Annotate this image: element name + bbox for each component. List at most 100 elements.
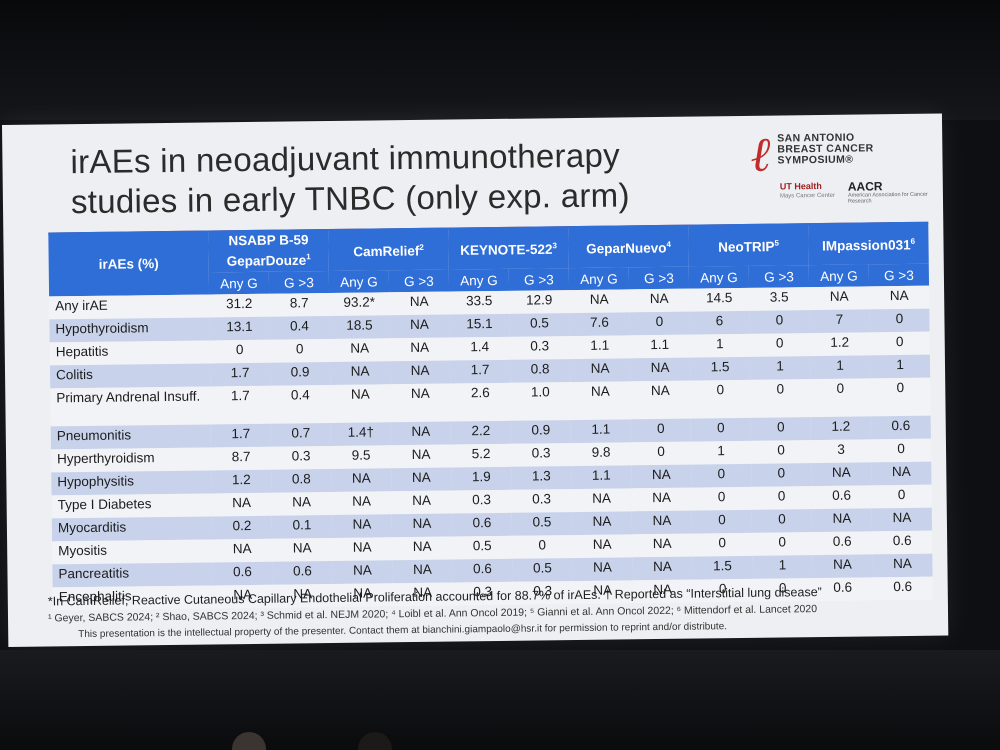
table-cell: NA xyxy=(391,490,452,515)
table-cell: 0.3 xyxy=(511,489,572,513)
table-cell: NA xyxy=(630,380,691,420)
table-cell: 0 xyxy=(749,333,810,357)
any-grade-header: Any G xyxy=(328,270,390,294)
table-cell: 2.2 xyxy=(450,420,511,445)
table-cell: NA xyxy=(571,511,633,536)
table-cell: NA xyxy=(332,560,393,584)
table-cell: 9.8 xyxy=(570,442,632,467)
table-cell: 0.8 xyxy=(271,469,332,493)
table-cell: 0.2 xyxy=(211,515,273,540)
table-cell: 1.1 xyxy=(570,419,631,444)
table-cell: 0 xyxy=(869,331,930,356)
auditorium-floor xyxy=(0,650,1000,750)
event-label: Any irAE xyxy=(49,294,210,320)
table-cell: 1.4† xyxy=(330,422,391,447)
table-cell: 0.6 xyxy=(452,558,513,583)
table-cell: 1 xyxy=(689,333,750,358)
table-cell: NA xyxy=(391,513,453,538)
table-cell: 0 xyxy=(630,441,692,466)
table-cell: 0.3 xyxy=(451,489,512,514)
table-cell: 1.7 xyxy=(210,385,271,425)
audience-head xyxy=(232,732,266,750)
table-cell: 0 xyxy=(690,417,751,442)
table-cell: NA xyxy=(332,537,393,561)
study-header: CamRelief2 xyxy=(328,227,449,272)
table-cell: 0.5 xyxy=(512,558,573,582)
table-cell: 0.5 xyxy=(452,535,513,560)
table-cell: NA xyxy=(271,492,332,516)
table-cell: NA xyxy=(631,464,692,489)
table-cell: 1.1 xyxy=(629,334,690,359)
table-cell: 0 xyxy=(691,486,752,511)
table-cell: NA xyxy=(329,338,390,363)
any-grade-header: Any G xyxy=(808,264,870,288)
irae-table: irAEs (%) NSABP B-59 GeparDouze1 CamRelie… xyxy=(48,221,933,611)
table-cell: 9.5 xyxy=(330,445,392,470)
table-cell: 0 xyxy=(870,377,931,417)
table-cell: 2.6 xyxy=(450,382,511,422)
table-cell: 7 xyxy=(809,309,870,334)
study-header: NSABP B-59 GeparDouze1 xyxy=(208,229,329,273)
table-cell: 0 xyxy=(750,417,811,441)
table-cell: NA xyxy=(812,554,873,579)
table-cell: NA xyxy=(331,468,392,493)
grade-3-header: G >3 xyxy=(748,265,810,288)
table-cell: 0.5 xyxy=(511,512,573,536)
event-label: Pancreatitis xyxy=(52,562,213,588)
table-cell: 0.3 xyxy=(270,446,332,470)
slide-title: irAEs in neoadjuvant immunotherapy studi… xyxy=(70,134,711,222)
any-grade-header: Any G xyxy=(448,268,510,292)
table-cell: 1.0 xyxy=(510,382,571,421)
table-cell: 7.6 xyxy=(569,312,630,337)
table-cell: 0.9 xyxy=(269,362,331,386)
table-cell: NA xyxy=(389,291,450,316)
table-cell: 1.3 xyxy=(511,466,572,490)
table-cell: 0 xyxy=(751,486,812,510)
table-cell: 0.6 xyxy=(451,512,513,537)
table-cell: NA xyxy=(629,357,691,382)
table-cell: 1.2 xyxy=(810,416,871,441)
table-cell: NA xyxy=(570,381,631,421)
table-cell: 15.1 xyxy=(449,313,510,338)
table-cell: 1 xyxy=(752,555,813,579)
presentation-slide: irAEs in neoadjuvant immunotherapy studi… xyxy=(2,113,949,647)
table-cell: 0 xyxy=(869,308,930,333)
study-header: GeparNuevo4 xyxy=(568,224,689,269)
event-label: Primary Andrenal Insuff. xyxy=(50,386,211,427)
table-cell: 0.6 xyxy=(272,560,333,585)
table-cell: NA xyxy=(572,534,633,559)
table-cell: 8.7 xyxy=(210,446,272,471)
table-cell: 1 xyxy=(749,356,811,380)
table-cell: NA xyxy=(569,289,630,314)
table-cell: 1.7 xyxy=(210,423,271,448)
sabcs-logo: ℓ SAN ANTONIO BREAST CANCER SYMPOSIUM® U… xyxy=(747,124,938,221)
table-cell: 0 xyxy=(691,463,752,488)
table-cell: NA xyxy=(572,557,633,582)
table-cell: 0 xyxy=(870,438,932,463)
event-label: Hypothyroidism xyxy=(49,317,210,343)
event-label: Hyperthyroidism xyxy=(50,447,212,473)
table-cell: 0 xyxy=(512,535,573,559)
table-cell: NA xyxy=(389,314,450,339)
table-cell: 0.6 xyxy=(811,485,872,510)
any-grade-header: Any G xyxy=(688,265,750,289)
table-cell: NA xyxy=(211,492,272,517)
study-header: KEYNOTE-5223 xyxy=(448,226,569,270)
table-cell: 1 xyxy=(690,440,752,465)
event-label: Hepatitis xyxy=(49,340,210,366)
table-cell: 0.5 xyxy=(509,313,570,337)
table-cell: NA xyxy=(811,508,873,533)
table-cell: 1.7 xyxy=(449,359,511,384)
table-cell: NA xyxy=(569,358,631,383)
table-cell: 0 xyxy=(752,532,813,556)
table-cell: 13.1 xyxy=(209,316,270,341)
table-cell: 0.9 xyxy=(510,420,571,444)
event-label: Pneumonitis xyxy=(50,424,211,450)
table-cell: 0 xyxy=(751,509,813,533)
table-cell: NA xyxy=(632,533,693,558)
table-cell: NA xyxy=(390,383,451,423)
grade-3-header: G >3 xyxy=(268,271,330,294)
row-header: irAEs (%) xyxy=(48,230,210,297)
table-cell: 0.3 xyxy=(510,443,572,467)
table-cell: 14.5 xyxy=(689,287,750,312)
